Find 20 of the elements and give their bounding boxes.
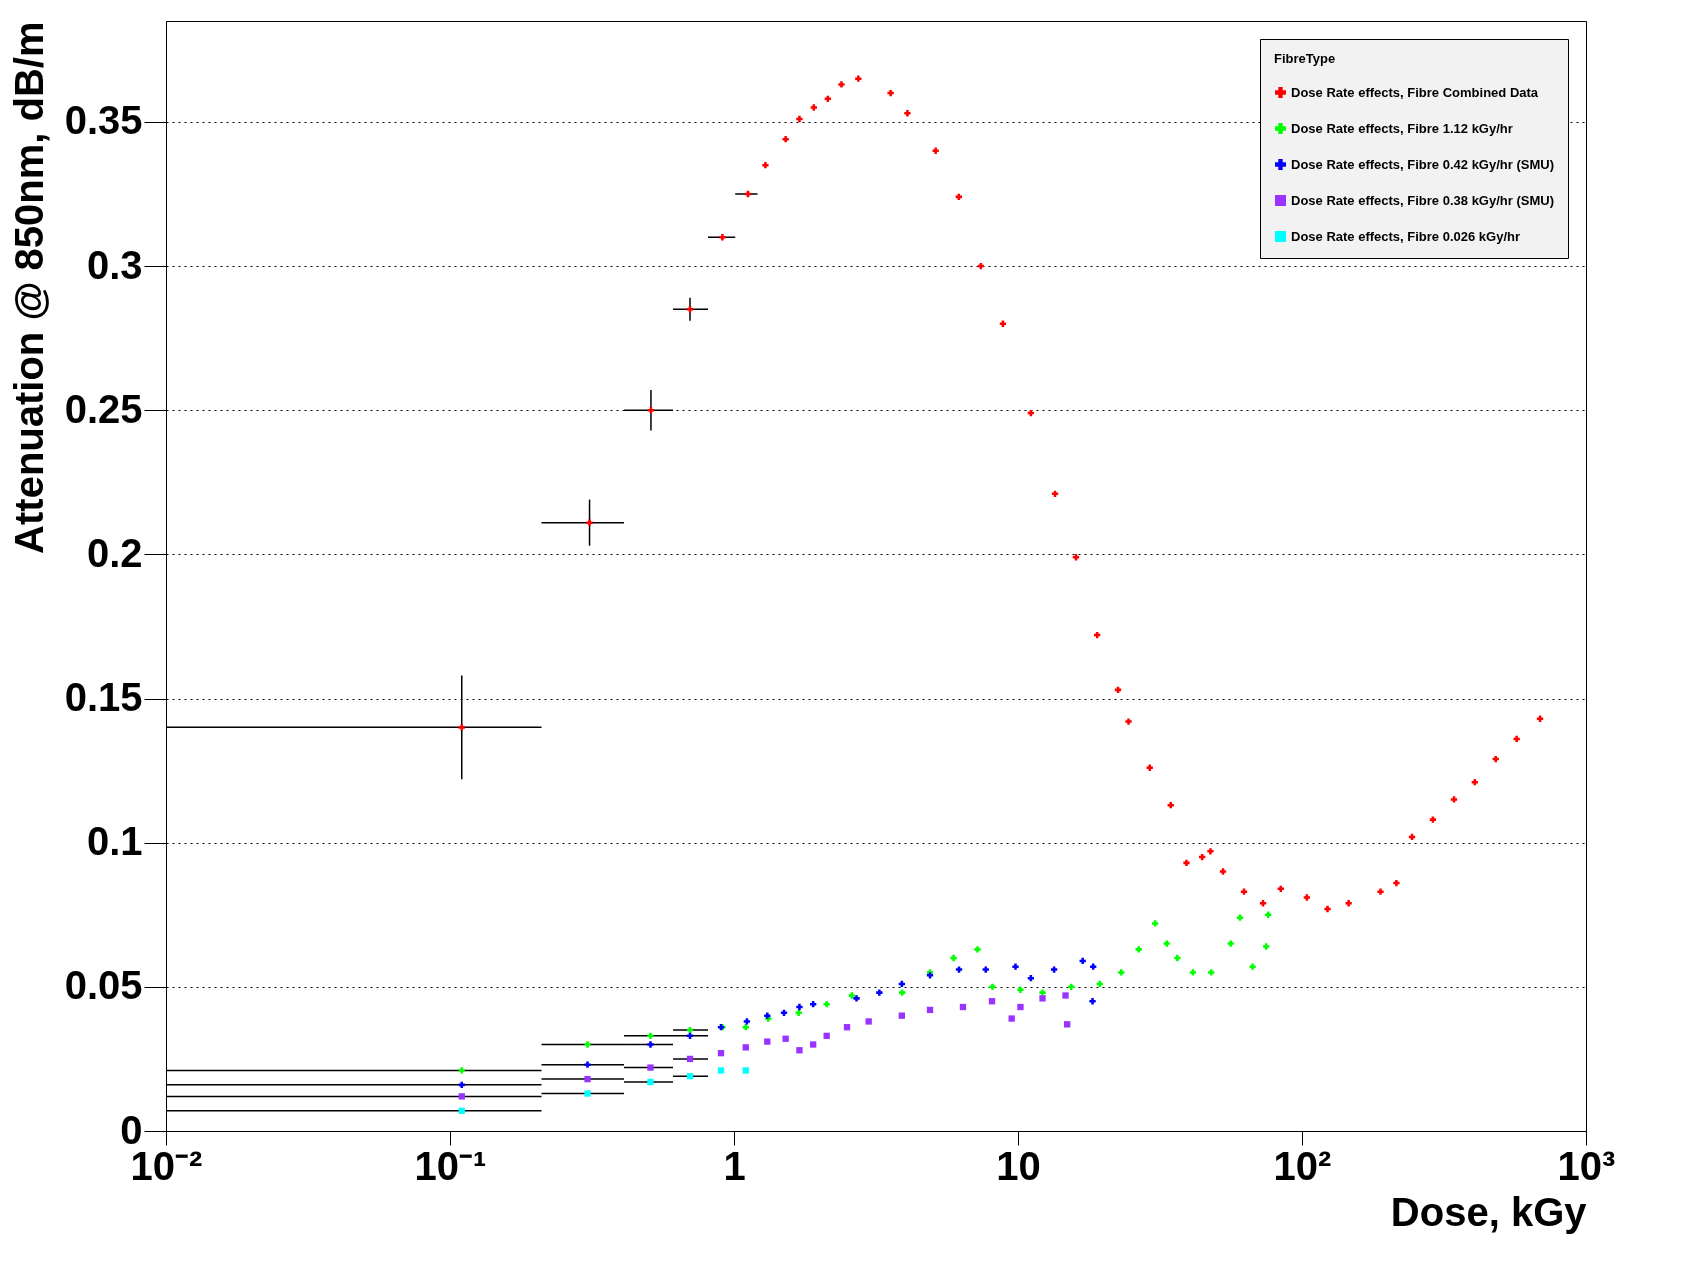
x-axis-title: Dose, kGy: [1390, 1189, 1588, 1234]
legend-title: FibreType: [1274, 51, 1336, 66]
y-tick-label: 0.3: [86, 242, 143, 287]
y-tick-label: 0.25: [64, 386, 143, 431]
legend-label: Dose Rate effects, Fibre 1.12 kGy/hr: [1291, 120, 1513, 136]
x-tick-label: 10²: [1273, 1143, 1332, 1188]
legend-label: Dose Rate effects, Fibre 0.026 kGy/hr: [1291, 228, 1521, 244]
x-tick-label: 10⁻¹: [414, 1143, 487, 1188]
y-tick-label: 0.15: [64, 675, 143, 720]
y-tick-label: 0.05: [64, 963, 143, 1008]
legend-label: Dose Rate effects, Fibre 0.42 kGy/hr (SMU): [1291, 156, 1554, 172]
x-tick-label: 10³: [1557, 1143, 1616, 1188]
y-tick-label: 0.35: [64, 98, 143, 143]
y-axis-title: Attenuation @ 850nm, dB/m: [6, 21, 51, 554]
x-tick-label: 1: [723, 1143, 746, 1188]
y-tick-label: 0.1: [86, 819, 143, 864]
legend-label: Dose Rate effects, Fibre 0.38 kGy/hr (SMU): [1291, 192, 1554, 208]
x-tick-label: 10: [996, 1143, 1041, 1188]
y-tick-label: 0.2: [86, 530, 143, 575]
legend-label: Dose Rate effects, Fibre Combined Data: [1291, 84, 1539, 100]
